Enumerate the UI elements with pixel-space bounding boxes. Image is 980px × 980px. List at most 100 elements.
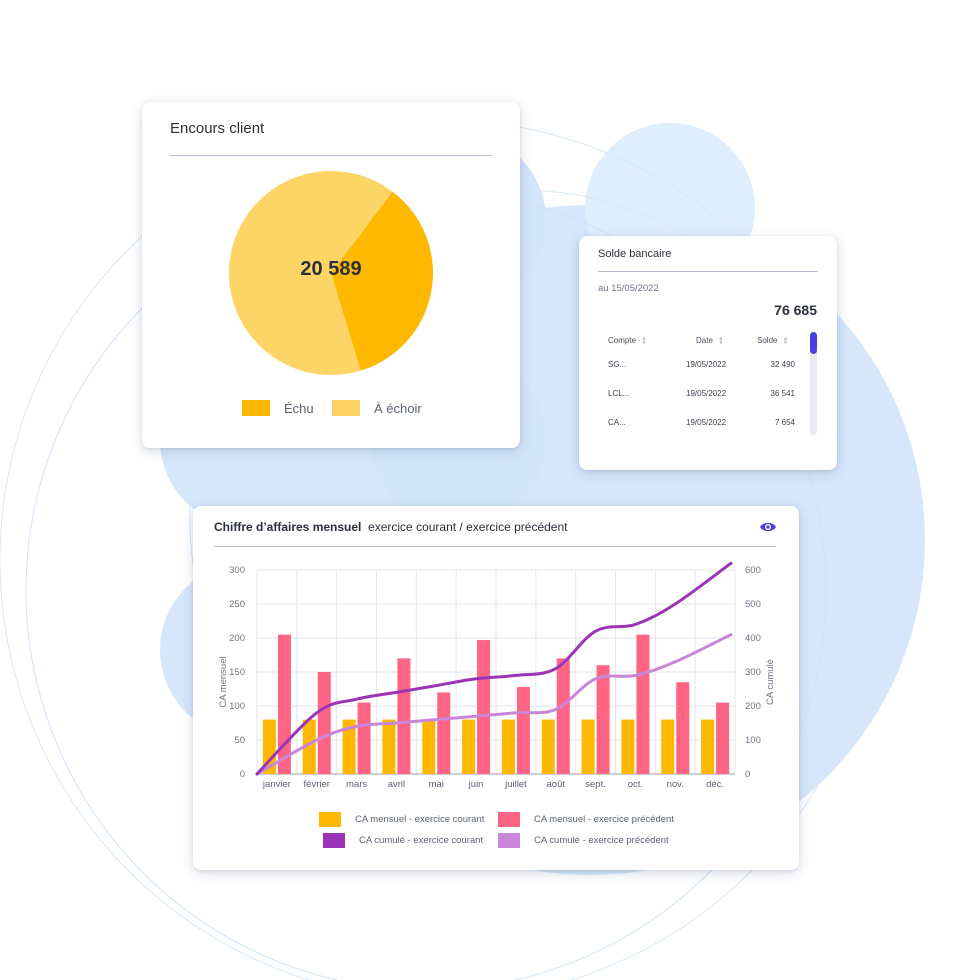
- y-tick-label: 250: [229, 599, 245, 610]
- bar-ca-courant: [701, 719, 715, 774]
- table-cell-solde: 36 541: [770, 389, 795, 398]
- legend-label: CA mensuel - exercice précédent: [534, 814, 674, 825]
- line-cumul-precedent: [255, 633, 733, 776]
- solde-date: au 15/05/2022: [598, 283, 659, 294]
- y2-axis-title: CA cumulé: [765, 659, 776, 705]
- ca-combo-chart: 0 50 100 150 200 250 300 0 100 200 300 400 500 600 CA …: [218, 561, 776, 790]
- legend-label-echu: Échu: [284, 400, 314, 416]
- solde-bancaire-card: Solde bancaire au 15/05/2022 76 685 Comp…: [579, 236, 837, 470]
- legend-label: CA mensuel - exercice courant: [355, 814, 485, 825]
- sort-icon[interactable]: ⇕: [717, 337, 724, 346]
- table-cell-compte: LCL...: [608, 389, 630, 398]
- y-tick-label: 200: [229, 633, 245, 644]
- bar-ca-courant: [382, 719, 396, 774]
- column-label-solde: Solde: [757, 336, 778, 345]
- title-divider: [214, 546, 776, 547]
- legend-swatch-a-echoir: [332, 400, 360, 416]
- ca-title: Chiffre d’affaires mensuel exercice cour…: [214, 520, 567, 534]
- legend-swatch: [323, 833, 345, 848]
- y2-tick-label: 100: [745, 735, 761, 746]
- sort-icon[interactable]: ⇕: [782, 337, 789, 346]
- column-header-date[interactable]: Date ⇕: [696, 336, 724, 346]
- bar-ca-courant: [621, 719, 635, 774]
- x-tick-label: janvier: [262, 779, 291, 790]
- y2-tick-label: 600: [745, 565, 761, 576]
- x-tick-label: mars: [346, 779, 367, 790]
- chiffre-affaires-card: Chiffre d’affaires mensuel exercice cour…: [193, 506, 799, 870]
- bar-ca-precedent: [636, 634, 650, 774]
- legend-label-a-echoir: À échoir: [374, 400, 422, 416]
- scrollbar-thumb[interactable]: [810, 332, 817, 354]
- x-tick-label: février: [304, 779, 330, 790]
- solde-total: 76 685: [774, 302, 817, 318]
- bar-ca-precedent: [556, 658, 570, 774]
- bar-ca-courant: [262, 719, 276, 774]
- bar-ca-courant: [342, 719, 356, 774]
- column-header-solde[interactable]: Solde ⇕: [757, 336, 789, 346]
- legend-label: CA cumulé - exercice courant: [359, 835, 484, 846]
- ca-title-rest: exercice courant / exercice précédent: [368, 520, 568, 534]
- bar-ca-courant: [422, 719, 436, 774]
- column-header-compte[interactable]: Compte ⇕: [608, 336, 647, 346]
- bar-ca-precedent: [676, 682, 690, 774]
- legend-a-echoir: À échoir: [332, 400, 422, 416]
- line-cumul-courant: [255, 561, 733, 776]
- y-tick-label: 100: [229, 701, 245, 712]
- y2-tick-label: 200: [745, 701, 761, 712]
- legend-echu: Échu: [242, 400, 314, 416]
- table-cell-compte: CA...: [608, 418, 626, 427]
- bar-ca-courant: [541, 719, 555, 774]
- table-cell-date: 19/05/2022: [686, 418, 727, 427]
- table-cell-compte: SG...: [608, 360, 627, 369]
- x-tick-label: août: [547, 779, 566, 790]
- x-tick-label: nov.: [667, 779, 684, 790]
- legend-swatch: [498, 812, 520, 827]
- column-label-compte: Compte: [608, 336, 637, 345]
- table-cell-date: 19/05/2022: [686, 389, 727, 398]
- encours-title: Encours client: [170, 120, 265, 137]
- bar-ca-precedent: [357, 702, 371, 774]
- legend-label: CA cumulé - exercice précédent: [534, 835, 669, 846]
- y-tick-label: 50: [234, 735, 245, 746]
- y-tick-label: 0: [240, 769, 245, 780]
- bar-ca-precedent: [716, 702, 730, 774]
- y2-tick-label: 400: [745, 633, 761, 644]
- x-tick-label: sept.: [585, 779, 606, 790]
- table-cell-date: 19/05/2022: [686, 360, 727, 369]
- bar-ca-precedent: [317, 672, 331, 774]
- legend-ca-precedent: CA mensuel - exercice précédent: [498, 812, 674, 827]
- solde-title: Solde bancaire: [598, 248, 672, 260]
- legend-ca-courant: CA mensuel - exercice courant: [319, 812, 484, 827]
- sort-icon[interactable]: ⇕: [641, 337, 647, 346]
- y-tick-label: 300: [229, 565, 245, 576]
- y2-tick-label: 500: [745, 599, 761, 610]
- bar-ca-precedent: [477, 640, 491, 774]
- title-divider: [598, 271, 818, 272]
- legend-swatch-echu: [242, 400, 270, 416]
- bar-ca-precedent: [596, 665, 610, 774]
- bar-ca-courant: [302, 719, 316, 774]
- pie-slice-a-echoir: [229, 171, 393, 375]
- x-tick-label: juillet: [504, 779, 527, 790]
- x-tick-label: avril: [388, 779, 405, 790]
- eye-icon[interactable]: [759, 520, 777, 534]
- x-tick-label: déc.: [706, 779, 724, 790]
- bar-ca-courant: [462, 719, 476, 774]
- scrollbar-track[interactable]: [810, 332, 817, 435]
- bar-ca-precedent: [397, 658, 411, 774]
- bar-ca-courant: [661, 719, 675, 774]
- pie-total-label: 20 589: [300, 258, 362, 280]
- encours-client-card: Encours client 20 589 Échu À échoir: [142, 102, 520, 448]
- bar-ca-precedent: [516, 686, 530, 774]
- bar-ca-courant: [581, 719, 595, 774]
- x-tick-label: mai: [429, 779, 444, 790]
- title-divider: [170, 155, 492, 156]
- y2-tick-label: 0: [745, 769, 750, 780]
- bar-ca-courant: [501, 719, 515, 774]
- y-tick-label: 150: [229, 667, 245, 678]
- legend-swatch: [498, 833, 520, 848]
- bar-ca-precedent: [437, 692, 451, 774]
- legend-cumul-courant: CA cumulé - exercice courant: [323, 833, 483, 848]
- x-tick-label: oct.: [628, 779, 643, 790]
- table-cell-solde: 32 490: [770, 360, 795, 369]
